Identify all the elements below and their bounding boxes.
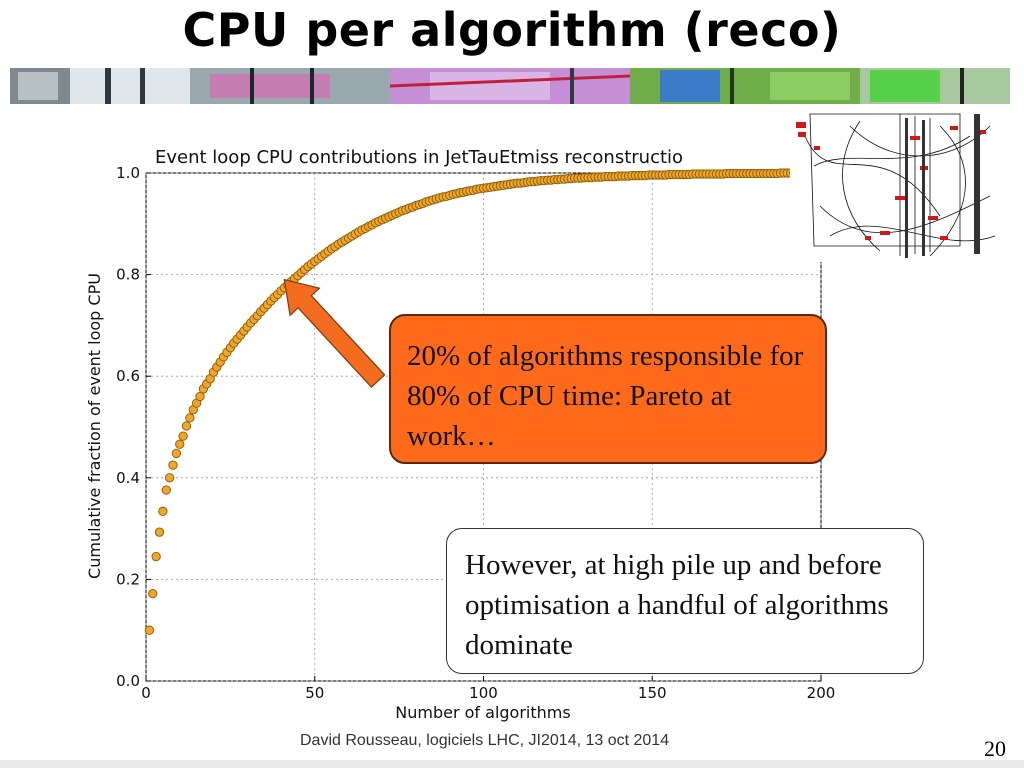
data-point <box>185 413 195 423</box>
data-point <box>154 527 165 537</box>
y-tick-label: 1.0 <box>116 164 140 182</box>
slide-title: CPU per algorithm (reco) <box>182 3 842 57</box>
data-point <box>175 439 185 449</box>
data-point <box>148 588 158 599</box>
data-point <box>161 485 171 495</box>
y-tick-label: 0.6 <box>116 367 140 385</box>
x-tick-label: 100 <box>469 684 498 702</box>
y-tick-label: 0.2 <box>116 570 140 588</box>
y-axis-label: Cumulative fraction of event loop CPU <box>85 273 104 579</box>
data-point <box>144 625 155 635</box>
x-tick-label: 200 <box>807 684 836 702</box>
data-point <box>181 421 192 431</box>
chart-title: Event loop CPU contributions in JetTauEt… <box>155 147 683 168</box>
slide-number: 20 <box>984 736 1006 761</box>
data-point <box>178 431 188 441</box>
data-point <box>151 551 161 562</box>
pareto-arrow <box>283 278 386 388</box>
data-point <box>164 473 175 483</box>
footer-rule <box>0 760 1024 768</box>
algorithm-dependency-graph-image <box>790 106 1002 262</box>
y-tick-label: 0.4 <box>116 469 140 487</box>
x-tick-label: 50 <box>305 684 324 702</box>
data-point <box>195 391 205 402</box>
x-tick-label: 0 <box>141 684 151 702</box>
x-axis-label: Number of algorithms <box>395 703 570 722</box>
data-point <box>158 506 168 516</box>
footer-credit: David Rousseau, logiciels LHC, JI2014, 1… <box>300 732 670 749</box>
data-point <box>168 460 178 470</box>
pileup-callout: However, at high pile up and before opti… <box>446 528 924 674</box>
y-tick-label: 0.0 <box>116 672 140 690</box>
data-point <box>171 448 182 459</box>
detector-banner-image <box>10 68 1010 104</box>
pareto-callout: 20% of algorithms responsible for 80% of… <box>389 314 827 464</box>
y-tick-label: 0.8 <box>116 266 140 284</box>
x-tick-label: 150 <box>638 684 667 702</box>
